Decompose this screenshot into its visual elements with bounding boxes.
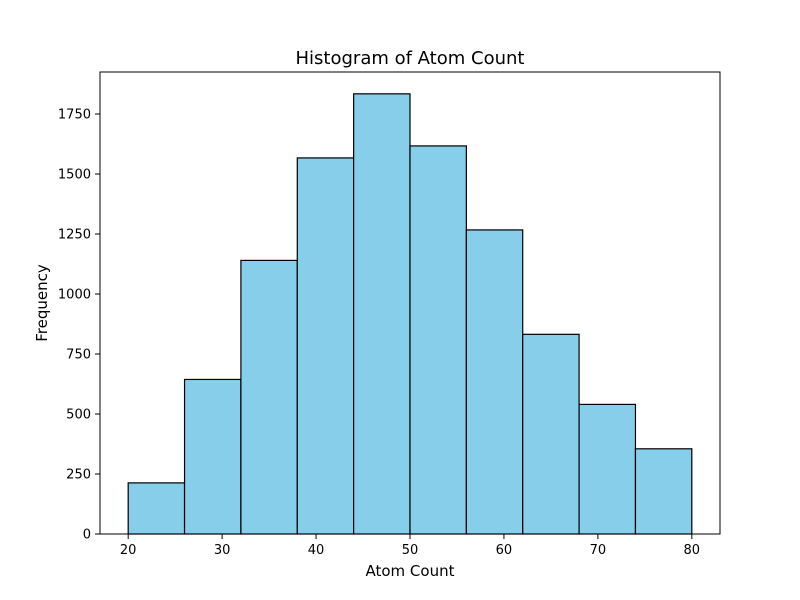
histogram-bar bbox=[409, 145, 467, 535]
y-axis-title: Frequency bbox=[33, 264, 51, 342]
histogram-bar bbox=[127, 482, 186, 535]
x-tick-label: 40 bbox=[308, 543, 325, 558]
chart-title: Histogram of Atom Count bbox=[296, 48, 525, 69]
x-tick-label: 50 bbox=[402, 543, 419, 558]
y-tick-label: 500 bbox=[66, 408, 91, 423]
histogram-bar bbox=[240, 259, 298, 535]
histogram-bar bbox=[296, 157, 355, 535]
x-tick-label: 30 bbox=[214, 543, 231, 558]
y-tick-label: 750 bbox=[66, 348, 91, 363]
histogram-bar bbox=[183, 378, 242, 535]
y-tick-label: 1500 bbox=[58, 168, 91, 183]
x-tick-label: 60 bbox=[496, 543, 513, 558]
x-tick-label: 70 bbox=[590, 543, 607, 558]
histogram-bar bbox=[465, 229, 524, 535]
bars-group bbox=[127, 93, 693, 535]
y-tick-label: 250 bbox=[66, 468, 91, 483]
histogram-bar bbox=[634, 448, 693, 535]
y-tick-label: 1750 bbox=[58, 108, 91, 123]
histogram-bar bbox=[353, 93, 411, 535]
x-tick-label: 20 bbox=[120, 543, 137, 558]
x-tick-label: 80 bbox=[684, 543, 701, 558]
y-axis-ticks: 0 250 500 750 1000 1250 1500 1750 bbox=[58, 108, 100, 543]
x-axis-ticks: 20 30 40 50 60 70 80 bbox=[120, 534, 700, 558]
x-axis-title: Atom Count bbox=[366, 562, 455, 580]
y-tick-label: 1000 bbox=[58, 288, 91, 303]
histogram-bar bbox=[522, 333, 580, 535]
histogram-bar bbox=[578, 403, 637, 535]
y-tick-label: 0 bbox=[83, 528, 91, 543]
y-tick-label: 1250 bbox=[58, 228, 91, 243]
